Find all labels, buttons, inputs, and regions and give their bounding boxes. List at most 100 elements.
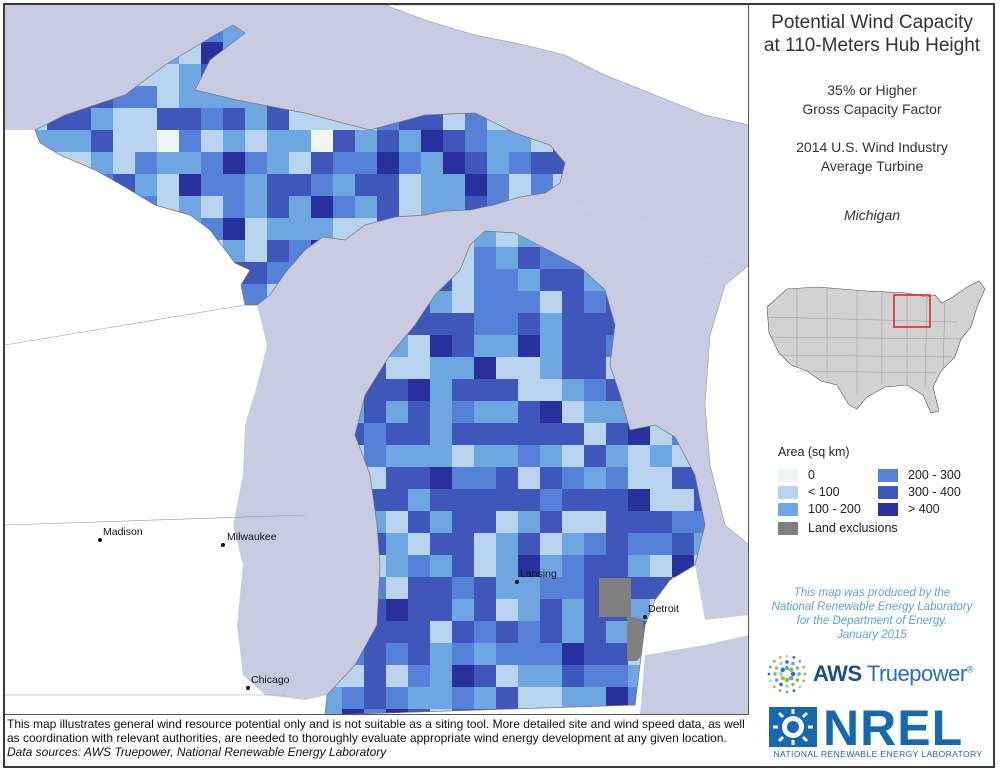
legend: Area (sq km) 0 < 100 100 - 200 200 - 300… xyxy=(778,445,988,535)
capacity-cell xyxy=(540,379,562,401)
capacity-cell xyxy=(342,687,364,709)
capacity-cell xyxy=(474,291,496,313)
capacity-cell xyxy=(408,423,430,445)
capacity-cell xyxy=(289,174,311,196)
capacity-cell xyxy=(245,130,267,152)
capacity-cell xyxy=(562,643,584,665)
legend-item-2: 100 - 200 xyxy=(778,502,861,516)
capacity-cell xyxy=(289,152,311,174)
subtitle-line-1: 35% or Higher xyxy=(827,82,917,98)
capacity-cell xyxy=(245,284,267,305)
capacity-cell xyxy=(628,555,650,577)
capacity-cell xyxy=(421,130,443,152)
capacity-cell xyxy=(474,621,496,643)
canada-land xyxy=(384,5,748,126)
capacity-cell xyxy=(113,306,135,328)
capacity-cell xyxy=(509,152,531,174)
capacity-cell xyxy=(452,335,474,357)
capacity-cell xyxy=(584,511,606,533)
capacity-cell xyxy=(430,533,452,555)
capacity-cell xyxy=(562,555,584,577)
capacity-cell xyxy=(69,152,91,174)
capacity-cell xyxy=(35,152,47,174)
capacity-cell xyxy=(47,240,69,262)
capacity-cell xyxy=(452,423,474,445)
capacity-cell xyxy=(201,108,223,130)
capacity-cell xyxy=(47,218,69,240)
capacity-cell xyxy=(386,511,408,533)
legend-label: 0 xyxy=(808,468,815,482)
legend-swatch xyxy=(878,502,898,516)
capacity-cell xyxy=(584,533,606,555)
capacity-cell xyxy=(562,665,584,687)
capacity-cell xyxy=(408,467,430,489)
capacity-cell xyxy=(113,108,135,130)
capacity-cell xyxy=(474,511,496,533)
us-locator-map[interactable] xyxy=(757,267,989,419)
capacity-cell xyxy=(540,467,562,489)
capacity-cell xyxy=(47,306,69,328)
capacity-cell xyxy=(562,489,584,511)
capacity-cell xyxy=(430,621,452,643)
aws-truepower-logo: AWS Truepower® xyxy=(767,654,987,695)
capacity-cell xyxy=(518,247,540,269)
capacity-cell xyxy=(399,130,421,152)
capacity-cell xyxy=(430,313,452,335)
capacity-cell xyxy=(386,401,408,423)
capacity-cell xyxy=(35,196,47,218)
capacity-cell xyxy=(179,130,201,152)
capacity-cell xyxy=(443,152,465,174)
capacity-cell xyxy=(35,262,47,284)
capacity-cell xyxy=(518,555,540,577)
state-borders xyxy=(5,304,306,696)
capacity-cell xyxy=(157,196,179,218)
capacity-cell xyxy=(540,621,562,643)
capacity-cell xyxy=(47,174,69,196)
capacity-cell xyxy=(452,467,474,489)
capacity-cell xyxy=(606,555,628,577)
capacity-cell xyxy=(465,152,487,174)
capacity-cell xyxy=(421,152,443,174)
capacity-cell xyxy=(562,621,584,643)
capacity-cell xyxy=(430,291,452,313)
capacity-cell xyxy=(518,665,540,687)
capacity-cell xyxy=(672,511,694,533)
capacity-cell xyxy=(408,621,430,643)
capacity-cell xyxy=(386,665,408,687)
capacity-cell xyxy=(47,130,69,152)
capacity-cell xyxy=(179,240,201,262)
capacity-cell xyxy=(69,130,91,152)
capacity-cell xyxy=(487,174,509,196)
city-madison: Madison xyxy=(103,526,143,538)
capacity-cell xyxy=(452,401,474,423)
city-markers: Madison Milwaukee Chicago Lansing Detroi… xyxy=(98,526,679,690)
capacity-cell xyxy=(474,379,496,401)
capacity-cell xyxy=(606,445,628,467)
capacity-cell xyxy=(377,152,399,174)
capacity-cell xyxy=(452,555,474,577)
capacity-cell xyxy=(91,152,113,174)
capacity-cell xyxy=(584,489,606,511)
capacity-cell xyxy=(91,262,113,284)
capacity-cell xyxy=(672,533,694,555)
capacity-cell xyxy=(157,240,179,262)
capacity-cell xyxy=(201,130,223,152)
capacity-cell xyxy=(650,467,672,489)
nrel-logo: NREL NATIONAL RENEWABLE ENERGY LABORATOR… xyxy=(767,700,989,763)
capacity-cell xyxy=(91,196,113,218)
capacity-cell xyxy=(267,108,289,130)
wind-map[interactable]: Madison Milwaukee Chicago Lansing Detroi… xyxy=(5,5,749,715)
capacity-cell xyxy=(562,445,584,467)
legend-label: 100 - 200 xyxy=(808,502,861,516)
capacity-cell xyxy=(540,291,562,313)
capacity-cell xyxy=(474,269,496,291)
capacity-cell xyxy=(496,231,518,247)
capacity-cell xyxy=(518,599,540,621)
capacity-cell xyxy=(518,291,540,313)
capacity-cell xyxy=(628,533,650,555)
capacity-cell xyxy=(694,511,705,533)
capacity-cell xyxy=(408,511,430,533)
capacity-cell xyxy=(311,152,333,174)
capacity-cell xyxy=(452,269,474,291)
capacity-cell xyxy=(452,357,474,379)
